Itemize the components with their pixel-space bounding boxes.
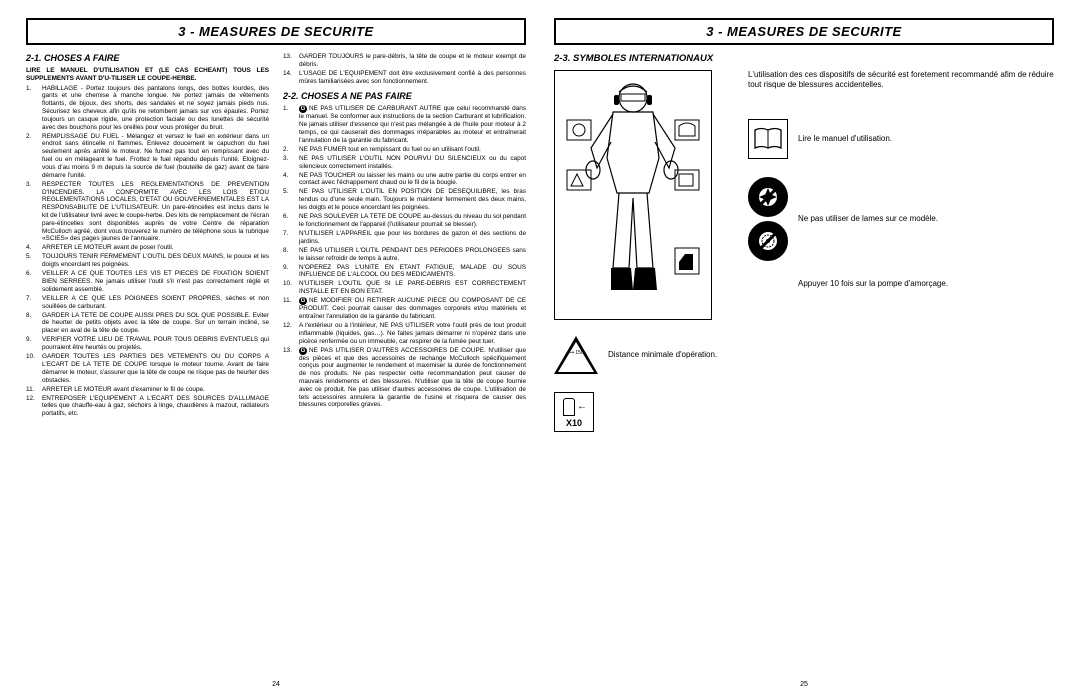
label-distance: Distance minimale d'opération.: [608, 350, 734, 360]
list-item: NE PAS FUMER tout en rempissant du fuel …: [283, 146, 526, 154]
right-col: L'utilisation des ces dispositifs de séc…: [748, 70, 1054, 677]
heading-2-3: 2-3. SYMBOLES INTERNATIONAUX: [554, 53, 1054, 64]
page-25-body: ⟶ 15m Distance minimale d'opération. X10…: [554, 70, 1054, 677]
list-item: VEILLER A CE QUE TOUTES LES VIS ET PIECE…: [26, 270, 269, 293]
gas-icon: G: [299, 297, 307, 305]
left-col: ⟶ 15m Distance minimale d'opération. X10: [554, 70, 734, 677]
no-saw-icon: [748, 221, 788, 261]
no-blade-icon: [748, 177, 788, 217]
warning-triangle-icon: ⟶ 15m: [554, 336, 598, 374]
page-25: 3 - MEASURES DE SECURITE 2-3. SYMBOLES I…: [544, 18, 1064, 688]
intro-text: L'utilisation des ces dispositifs de séc…: [748, 70, 1054, 91]
list-item: N'OPEREZ PAS L'UNITE EN ETANT FATIGUE, M…: [283, 264, 526, 280]
list-item: NE PAS SOULEVER LA TETE DE COUPE au-dess…: [283, 213, 526, 229]
gas-icon: G: [299, 347, 307, 355]
col-right: GARDER TOUJOURS le pare-débris, la tête …: [283, 53, 526, 677]
list-item: ARRETER LE MOTEUR avant d'examiner le fi…: [26, 386, 269, 394]
list-item: HABILLAGE - Portez toujours des pantalon…: [26, 85, 269, 132]
row-x10: X10: [554, 392, 734, 432]
list-item: A l'extérieur ou à l'intérieur, NE PAS U…: [283, 322, 526, 345]
page-number: 24: [26, 681, 526, 688]
list-2-2: GNE PAS UTILISER DE CARBURANT AUTRE que …: [283, 105, 526, 409]
section-title: 3 - MEASURES DE SECURITE: [26, 18, 526, 45]
page-24-columns: 2-1. CHOSES A FAIRE LIRE LE MANUEL D'UTI…: [26, 53, 526, 677]
heading-2-2: 2-2. CHOSES A NE PAS FAIRE: [283, 91, 526, 102]
row-manual: Lire le manuel d'utilisation.: [748, 119, 1054, 159]
section-title: 3 - MEASURES DE SECURITE: [554, 18, 1054, 45]
page-number: 25: [554, 681, 1054, 688]
page-24: 3 - MEASURES DE SECURITE 2-1. CHOSES A F…: [16, 18, 536, 688]
list-item: NE PAS UTILISER L'OUTIL EN POSITION DE D…: [283, 188, 526, 211]
heading-2-1: 2-1. CHOSES A FAIRE: [26, 53, 269, 64]
list-item: GARDER TOUTES LES PARTIES DES VETEMENTS …: [26, 353, 269, 384]
label-pump: Appuyer 10 fois sur la pompe d'amorçage.: [798, 279, 1054, 289]
row-distance: ⟶ 15m Distance minimale d'opération.: [554, 336, 734, 374]
list-item: VERIFIER VOTRE LIEU DE TRAVAIL POUR TOUS…: [26, 336, 269, 352]
list-item: GNE MODIFIER OU RETIRER AUCUNE PIECE OU …: [283, 297, 526, 321]
list-item: VEILLER A CE QUE LES POIGNEES SOIENT PRO…: [26, 295, 269, 311]
gas-icon: G: [299, 105, 307, 113]
list-item: REMPLISSAGE DU FUEL - Mélangez et versez…: [26, 133, 269, 180]
list-item: N'UTILISER L'OUTIL QUE SI LE PARE-DEBRIS…: [283, 280, 526, 296]
label-noblade: Ne pas utiliser de lames sur ce modèle.: [798, 214, 1054, 224]
list-item: N'UTILISER L'APPAREIL que pour les bordu…: [283, 230, 526, 246]
label-manual: Lire le manuel d'utilisation.: [798, 134, 1054, 144]
safety-figure: [554, 70, 712, 320]
list-item: ENTREPOSER L'EQUIPEMENT A L'ECART DES SO…: [26, 395, 269, 418]
list-2-1: HABILLAGE - Portez toujours des pantalon…: [26, 85, 269, 418]
list-item: ARRETER LE MOTEUR avant de poser l'outil…: [26, 244, 269, 252]
list-item: TOUJOURS TENIR FERMEMENT L'OUTIL DES DEU…: [26, 253, 269, 269]
list-item: NE PAS TOUCHER ou laisser les mains ou u…: [283, 172, 526, 188]
col-left: 2-1. CHOSES A FAIRE LIRE LE MANUEL D'UTI…: [26, 53, 269, 677]
list-item: L'USAGE DE L'EQUIPEMENT doit être exclus…: [283, 70, 526, 86]
list-item: GARDER LA TETE DE COUPE AUSSI PRES DU SO…: [26, 312, 269, 335]
list-item: RESPECTER TOUTES LES REGLEMENTATIONS DE …: [26, 181, 269, 244]
operator-illustration: [563, 77, 703, 309]
row-noblade: Ne pas utiliser de lames sur ce modèle.: [748, 177, 1054, 261]
list-2-1b: GARDER TOUJOURS le pare-débris, la tête …: [283, 53, 526, 85]
manual-icon: [748, 119, 788, 159]
list-item: NE PAS UTILISER L'OUTIL PENDANT DES PERI…: [283, 247, 526, 263]
lead-2-1: LIRE LE MANUEL D'UTILISATION ET (LE CAS …: [26, 67, 269, 83]
list-item: NE PAS UTILISER L'OUTIL NON POURVU DU SI…: [283, 155, 526, 171]
list-item: GNE PAS UTILISER DE CARBURANT AUTRE que …: [283, 105, 526, 144]
row-pump: Appuyer 10 fois sur la pompe d'amorçage.: [748, 279, 1054, 289]
list-item: GARDER TOUJOURS le pare-débris, la tête …: [283, 53, 526, 69]
list-item: GNE PAS UTILISER D'AUTRES ACCESSOIRES DE…: [283, 347, 526, 410]
primer-pump-icon: X10: [554, 392, 594, 432]
